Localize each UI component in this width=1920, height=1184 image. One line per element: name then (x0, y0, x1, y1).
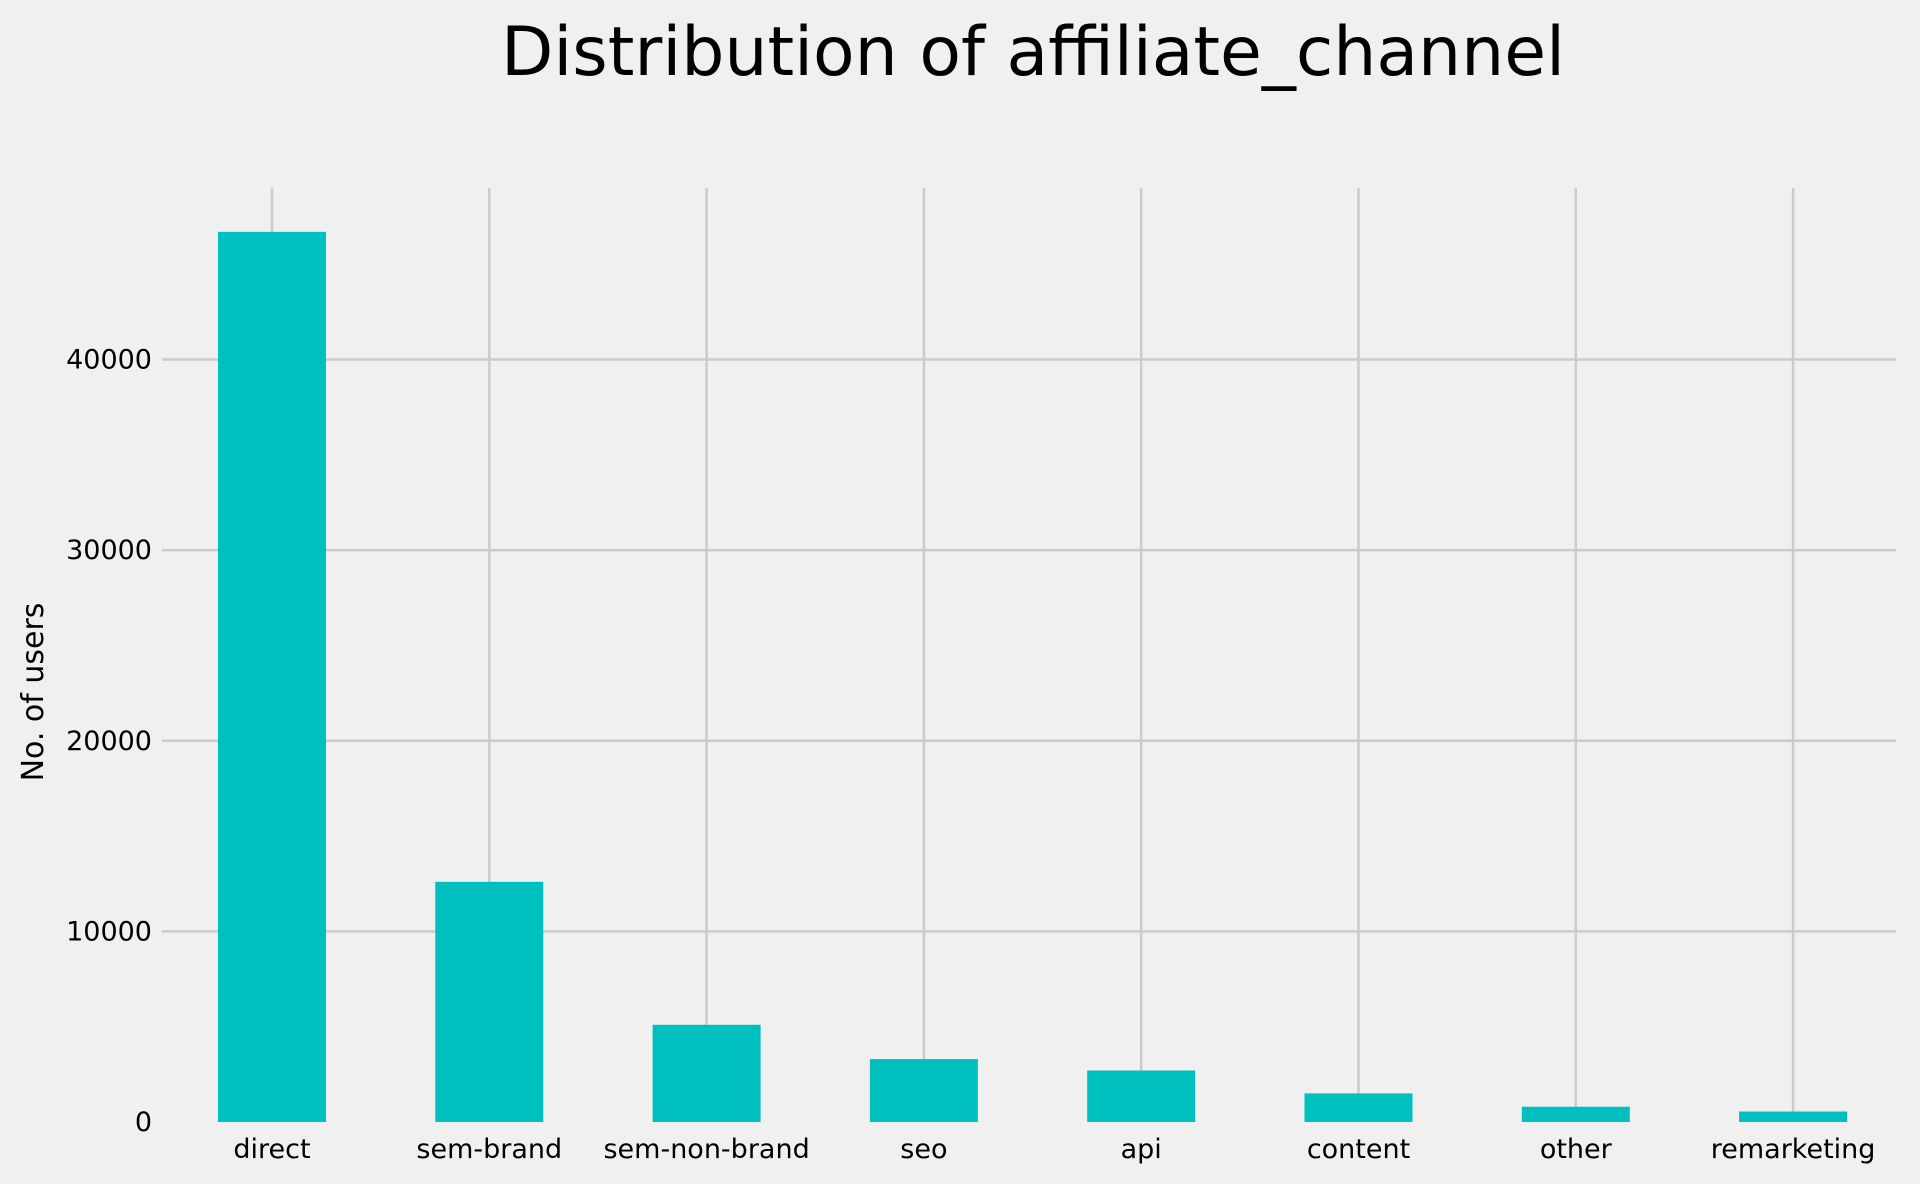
y-tick-label: 10000 (66, 916, 152, 947)
y-tick-labels: 0 10000 20000 30000 40000 (66, 345, 152, 1138)
y-tick-label: 40000 (66, 345, 152, 376)
bar-remarketing (1739, 1111, 1848, 1122)
y-tick-label: 0 (135, 1107, 152, 1138)
x-tick-labels: direct sem-brand sem-non-brand seo api conten… (233, 1134, 1875, 1165)
bar-api (1087, 1070, 1196, 1122)
x-tick-label: remarketing (1711, 1134, 1876, 1165)
bar-direct (218, 231, 326, 1122)
bars (218, 231, 1848, 1122)
bar-seo (869, 1059, 978, 1122)
x-tick-label: seo (900, 1134, 947, 1165)
bar-sem-non-brand (652, 1024, 761, 1122)
grid-lines (162, 188, 1896, 1122)
bar-content (1304, 1093, 1413, 1122)
x-tick-label: content (1307, 1134, 1410, 1165)
x-tick-label: api (1121, 1134, 1162, 1165)
x-tick-label: sem-brand (416, 1134, 562, 1165)
bar-sem-brand (435, 881, 544, 1122)
y-tick-label: 20000 (66, 726, 152, 757)
chart-title: Distribution of affiliate_channel (501, 13, 1565, 92)
x-tick-label: direct (233, 1134, 310, 1165)
x-tick-label: other (1540, 1134, 1613, 1165)
y-tick-label: 30000 (66, 535, 152, 566)
x-tick-label: sem-non-brand (603, 1134, 809, 1165)
y-axis-label: No. of users (16, 603, 51, 782)
bar-other (1521, 1106, 1630, 1122)
